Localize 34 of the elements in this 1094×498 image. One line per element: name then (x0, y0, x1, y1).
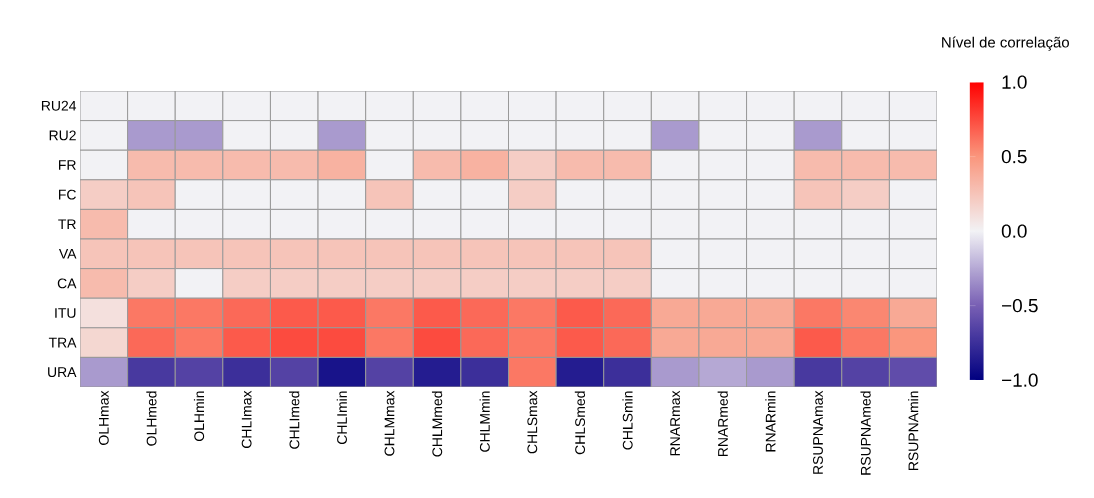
x-tick-label: CHLMmed (431, 391, 443, 457)
color-bar-label: −1.0 (1002, 373, 1038, 387)
x-tick-label: OLHmin (193, 391, 205, 442)
x-tick-label: CHLSmin (622, 391, 633, 450)
x-tick-label: RNARmin (765, 391, 776, 452)
color-bar-label: 0.5 (1001, 149, 1027, 164)
x-tick-label: CHLMmin (479, 391, 490, 452)
y-tick-label: URA (48, 367, 77, 378)
color-bar-label: −0.5 (1002, 298, 1038, 313)
y-tick-label: TRA (48, 337, 77, 348)
color-bar-title: Nível de correlação (942, 36, 1069, 51)
color-bar-label: 0.0 (1001, 224, 1027, 238)
y-tick-label: CA (57, 278, 77, 289)
y-tick-label: RU24 (41, 100, 77, 111)
y-tick-label: TR (58, 219, 76, 229)
y-tick-label: FR (59, 160, 76, 170)
x-tick-label: RNARmax (670, 390, 681, 456)
x-tick-label: OLHmed (146, 391, 157, 446)
x-tick-label: RSUPNAmax (813, 390, 823, 474)
y-tick-label: RU2 (49, 130, 76, 141)
x-tick-label: CHLImin (336, 391, 347, 445)
color-bar-label: 1.0 (1002, 75, 1027, 89)
x-tick-label: CHLMmax (384, 390, 395, 456)
x-tick-label: RSUPNAmin (908, 391, 919, 470)
y-tick-label: VA (58, 249, 77, 259)
y-tick-label: ITU (55, 308, 76, 318)
x-tick-label: CHLSmax (527, 390, 538, 454)
x-tick-label: RNARmed (717, 391, 728, 457)
y-tick-label: FC (59, 189, 76, 200)
x-tick-label: CHLSmed (574, 391, 586, 455)
x-tick-label: OLHmax (98, 390, 109, 445)
x-tick-label: RSUPNAmed (860, 391, 871, 475)
x-tick-label: CHLImed (289, 391, 300, 449)
x-tick-label: CHLImax (241, 390, 252, 448)
